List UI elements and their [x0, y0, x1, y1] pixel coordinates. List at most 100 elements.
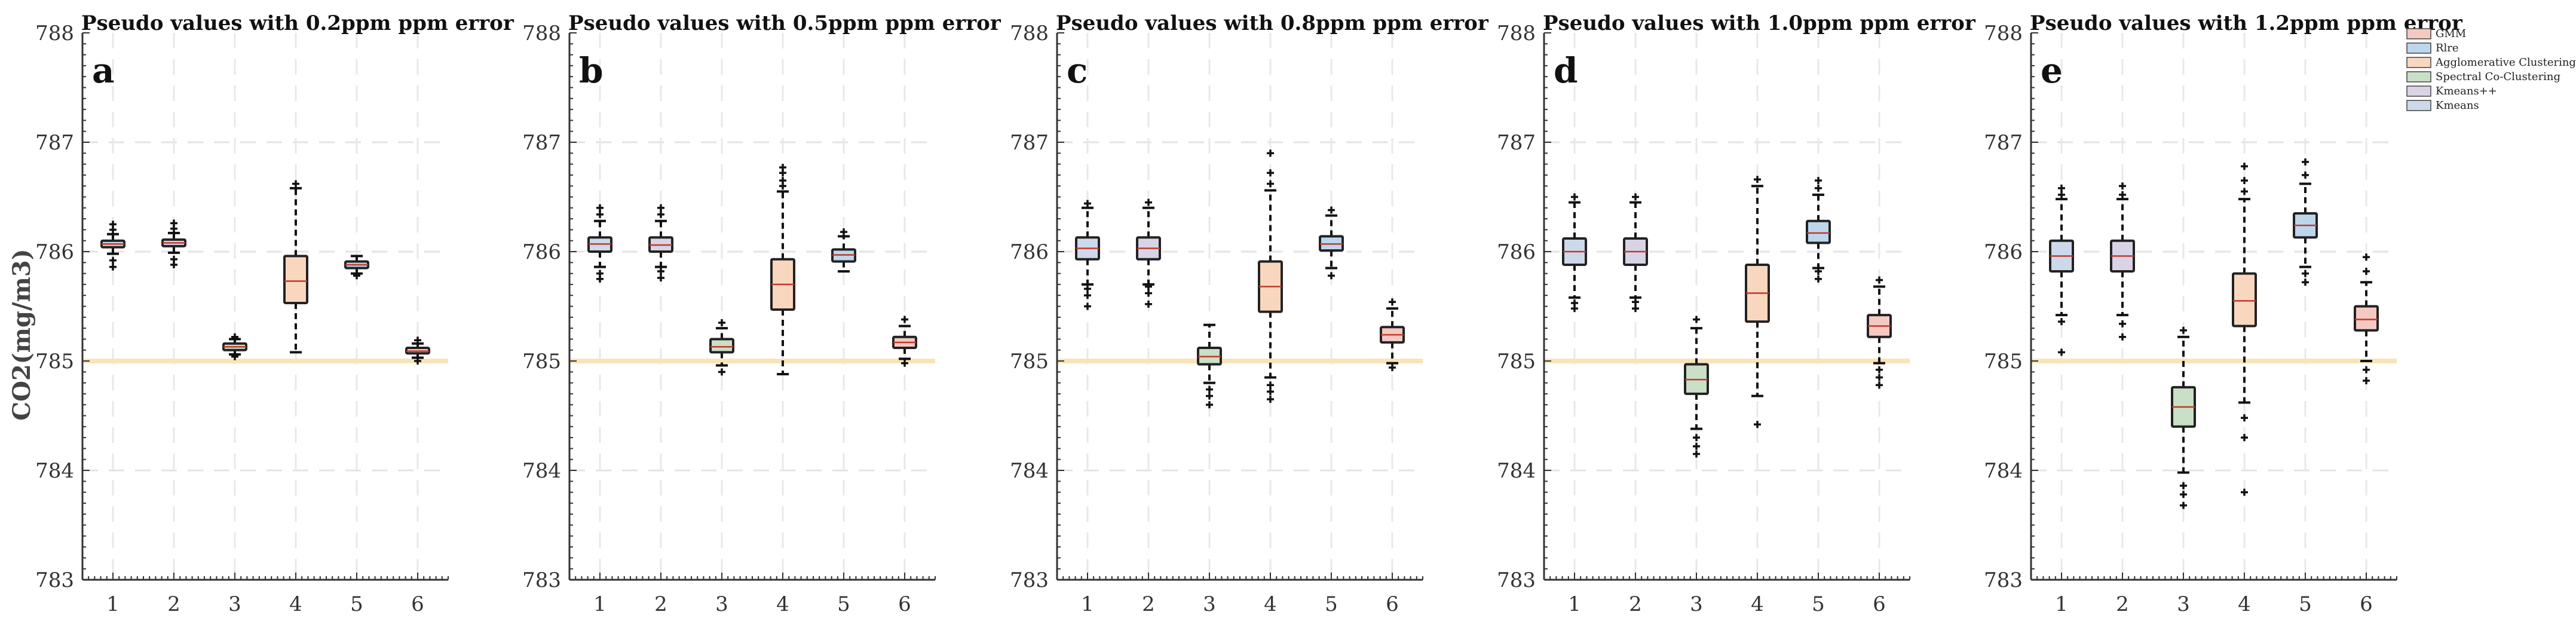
legend-swatch	[2406, 71, 2431, 82]
panel-letter: c	[1067, 50, 1088, 91]
legend-swatch	[2406, 42, 2431, 54]
box-1	[1075, 200, 1100, 310]
panel-letter: e	[2041, 50, 2063, 91]
y-tick-label: 787	[522, 131, 561, 155]
x-tick-label: 1	[593, 592, 607, 616]
panel-title: Pseudo values with 0.8ppm ppm error	[1056, 11, 1489, 35]
y-tick-label: 785	[1010, 350, 1049, 374]
y-tick-label: 787	[1984, 131, 2023, 155]
box-6	[405, 336, 430, 365]
panel-b: 788 787 786 785 784 783 1 2 3 4 5 6 Pseudo values wi…	[522, 11, 1001, 616]
x-tick-label: 5	[350, 592, 363, 616]
box-2	[161, 219, 186, 268]
box-4	[1258, 149, 1283, 403]
panel-e: 788 787 786 785 784 783 1 2 3 4 5 6 Pseudo values wi…	[1984, 11, 2463, 616]
legend-item-rlre: Rlre	[2406, 42, 2459, 54]
box-6	[1867, 276, 1892, 389]
x-tick-label: 1	[1081, 592, 1094, 616]
x-tick-label: 6	[1386, 592, 1399, 616]
y-tick-label: 786	[1497, 240, 1536, 264]
y-tick-label: 785	[1497, 350, 1536, 374]
x-tick-label: 2	[167, 592, 180, 616]
y-tick-label: 784	[1010, 459, 1049, 483]
y-tick-label: 788	[1497, 22, 1536, 45]
box-1	[2049, 184, 2074, 356]
x-tick-label: 4	[776, 592, 789, 616]
box-5	[344, 255, 369, 280]
box-4	[770, 164, 795, 375]
x-tick-label: 4	[1264, 592, 1277, 616]
x-tick-label: 3	[1203, 592, 1216, 616]
box-1	[1562, 193, 1587, 313]
legend-label: Rlre	[2436, 42, 2459, 54]
y-tick-label: 788	[1984, 22, 2023, 45]
box-6	[892, 316, 917, 367]
legend: GMM Rlre Agglomerative Clustering Spectr…	[2406, 27, 2576, 112]
box-5	[1806, 177, 1831, 283]
x-tick-label: 5	[1325, 592, 1338, 616]
y-tick-label: 784	[522, 459, 561, 483]
x-tick-label: 4	[1751, 592, 1764, 616]
x-tick-label: 3	[1690, 592, 1703, 616]
x-tick-label: 5	[1812, 592, 1825, 616]
y-tick-label: 788	[1010, 22, 1049, 45]
panels: 788 787 786 785 784 783 1 2 3 4 5 6 Pseudo values wi…	[35, 11, 2463, 616]
y-tick-label: 787	[1497, 131, 1536, 155]
x-tick-label: 6	[1873, 592, 1886, 616]
panel-title: Pseudo values with 0.2ppm ppm error	[81, 11, 514, 35]
y-tick-label: 786	[1010, 240, 1049, 264]
legend-item-agglomerative-clustering: Agglomerative Clustering	[2406, 56, 2576, 69]
x-tick-label: 4	[289, 592, 302, 616]
x-tick-label: 6	[898, 592, 911, 616]
box-3	[1684, 316, 1709, 458]
y-tick-label: 783	[1497, 568, 1536, 592]
legend-swatch	[2406, 28, 2431, 39]
legend-item-spectral-co-clustering: Spectral Co-Clustering	[2406, 71, 2560, 83]
x-tick-label: 2	[1629, 592, 1642, 616]
y-tick-label: 786	[1984, 240, 2023, 264]
box-4	[1745, 176, 1770, 429]
x-tick-label: 5	[837, 592, 850, 616]
legend-swatch	[2406, 100, 2431, 111]
x-tick-label: 5	[2299, 592, 2312, 616]
x-tick-label: 1	[106, 592, 120, 616]
box-2	[648, 204, 673, 282]
box-3	[1197, 323, 1222, 409]
x-tick-label: 3	[228, 592, 241, 616]
y-tick-label: 783	[522, 568, 561, 592]
x-tick-label: 2	[654, 592, 667, 616]
y-tick-label: 784	[1984, 459, 2023, 483]
panel-letter: d	[1554, 50, 1578, 91]
panel-title: Pseudo values with 0.5ppm ppm error	[568, 11, 1001, 35]
box-2	[1136, 198, 1161, 308]
legend-label: Agglomerative Clustering	[2435, 56, 2576, 69]
legend-swatch	[2406, 85, 2431, 97]
y-tick-label: 788	[522, 22, 561, 45]
panel-title: Pseudo values with 1.0ppm ppm error	[1543, 11, 1976, 35]
x-tick-label: 6	[2360, 592, 2373, 616]
y-tick-label: 783	[1010, 568, 1049, 592]
box-body	[283, 255, 308, 305]
legend-label: Spectral Co-Clustering	[2436, 71, 2560, 83]
box-5	[2293, 158, 2318, 286]
x-tick-label: 6	[411, 592, 424, 616]
box-3	[222, 333, 247, 360]
panel-d: 788 787 786 785 784 783 1 2 3 4 5 6 Pseudo values wi…	[1497, 11, 1976, 616]
panel-letter: b	[579, 50, 604, 91]
y-tick-label: 787	[1010, 131, 1049, 155]
box-5	[831, 228, 856, 273]
legend-item-kmeans-plus-plus: Kmeans++	[2406, 85, 2497, 97]
x-tick-label: 3	[715, 592, 728, 616]
legend-swatch	[2406, 57, 2431, 68]
y-tick-label: 786	[522, 240, 561, 264]
box-4	[283, 180, 308, 354]
box-2	[2110, 182, 2135, 341]
x-tick-label: 1	[1568, 592, 1581, 616]
box-2	[1623, 193, 1648, 313]
y-tick-label: 786	[35, 240, 74, 264]
box-3	[2171, 326, 2196, 509]
box-body	[709, 338, 734, 354]
legend-label: Kmeans++	[2436, 85, 2497, 97]
panel-c: 788 787 786 785 784 783 1 2 3 4 5 6 Pseudo values wi…	[1010, 11, 1489, 616]
